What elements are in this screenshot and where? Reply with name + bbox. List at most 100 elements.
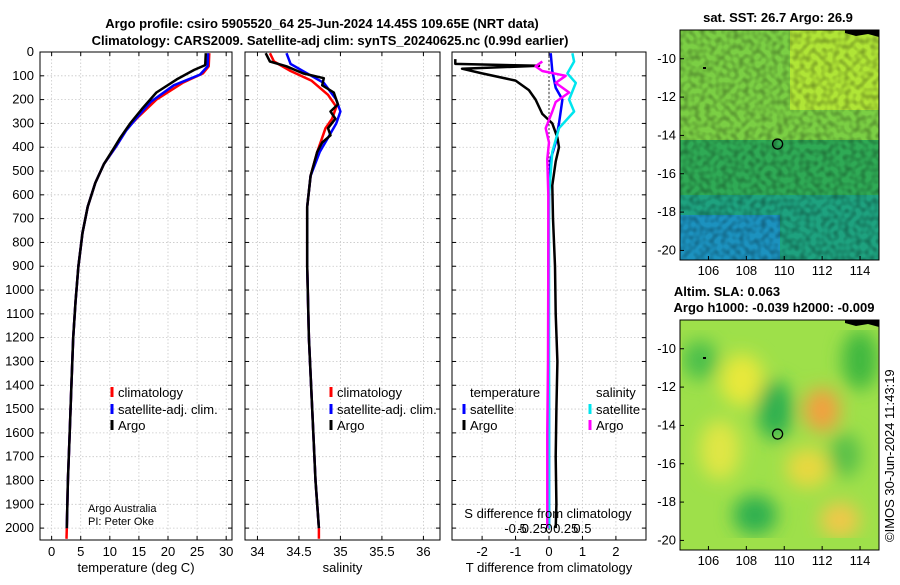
map-y-tick-label: -18 [657, 494, 676, 509]
coastline [845, 320, 879, 327]
y-tick-label: 1300 [5, 353, 34, 368]
y-tick-label: 800 [12, 234, 34, 249]
x-tick-label: 0 [545, 544, 552, 559]
map-x-tick-label: 108 [735, 263, 757, 278]
imos-timestamp: ©IMOS 30-Jun-2024 11:43:19 [882, 369, 897, 542]
series-line-climatology [65, 53, 211, 539]
legend-label-satellite: satellite-adj. clim. [118, 402, 218, 417]
map-y-tick-label: -12 [657, 379, 676, 394]
x-tick-label: 35 [333, 544, 347, 559]
legend-label-satellite: satellite-adj. clim. [337, 402, 437, 417]
series-line-temperature-argo [454, 59, 561, 529]
legend-label-argo: Argo [118, 418, 145, 433]
s-tick-label: -0.5 [504, 521, 526, 536]
y-tick-label: 1000 [5, 282, 34, 297]
y-tick-label: 0 [27, 44, 34, 59]
title-line-2: Climatology: CARS2009. Satellite-adj cli… [92, 33, 569, 48]
sla-map-image [680, 320, 879, 550]
legend-group-temperature: temperature [470, 385, 540, 400]
island [703, 67, 706, 69]
legend-group-salinity: salinity [596, 385, 636, 400]
x-axis-label: temperature (deg C) [77, 560, 194, 575]
map-x-tick-label: 108 [735, 553, 757, 568]
map-x-tick-label: 114 [850, 263, 871, 278]
s-tick-label: 0.25 [553, 521, 578, 536]
map-y-tick-label: -16 [657, 456, 676, 471]
plot-frame [244, 51, 441, 541]
x-tick-label: 5 [77, 544, 84, 559]
legend-label-climatology: climatology [118, 385, 184, 400]
y-tick-label: 600 [12, 187, 34, 202]
x-tick-label: 15 [132, 544, 146, 559]
y-tick-label: 1800 [5, 472, 34, 487]
x-tick-label: -2 [476, 544, 488, 559]
temperature-profile-plot: 0100200300400500600700800900100011001200… [5, 44, 233, 575]
y-tick-label: 2000 [5, 520, 34, 535]
y-tick-label: 400 [12, 139, 34, 154]
map-y-tick-label: -16 [657, 166, 676, 181]
y-tick-label: 1600 [5, 425, 34, 440]
s-difference-label: S difference from climatology [464, 506, 632, 521]
legend-label-sal-argo: Argo [596, 418, 623, 433]
map-x-tick-label: 110 [774, 263, 795, 278]
sst-map-axes: 106 108 110 112 114 -10 -12 -14 -16 -18 -20 [657, 51, 870, 278]
temperature-legend: climatology satellite-adj. clim. Argo [110, 385, 218, 433]
x-tick-label: 34 [250, 544, 264, 559]
y-tick-label: 500 [12, 163, 34, 178]
difference-legend: temperature salinity satellite Argo sate… [462, 385, 640, 433]
y-tick-label: 900 [12, 258, 34, 273]
s-tick-label: -0.25 [517, 521, 547, 536]
sst-argo-position-marker [771, 138, 784, 150]
x-axis-label: T difference from climatology [466, 560, 633, 575]
map-x-tick-label: 114 [850, 553, 871, 568]
x-tick-label: 30 [219, 544, 233, 559]
y-tick-label: 200 [12, 92, 34, 107]
map-y-tick-label: -18 [657, 204, 676, 219]
x-tick-label: 2 [612, 544, 619, 559]
series-line-argo [65, 53, 208, 529]
legend-label-sal-satellite: satellite [596, 402, 640, 417]
series-line-satellite-adj-clim- [65, 53, 210, 529]
credit-pi: PI: Peter Oke [88, 516, 154, 528]
map-x-tick-label: 110 [774, 553, 795, 568]
x-tick-label: 35.5 [369, 544, 394, 559]
y-tick-label: 1700 [5, 449, 34, 464]
x-tick-label: 10 [103, 544, 117, 559]
legend-label-argo: Argo [337, 418, 364, 433]
y-tick-label: 1100 [6, 306, 34, 321]
map-y-tick-label: -12 [657, 89, 676, 104]
s-difference-ticks: -0.5-0.250 0.250.5 [504, 521, 591, 536]
map-y-tick-label: -20 [657, 242, 676, 257]
sla-map-subtitle: Argo h1000: -0.039 h2000: -0.009 [674, 300, 875, 315]
y-tick-label: 1500 [5, 401, 34, 416]
x-tick-label: 36 [416, 544, 430, 559]
map-y-tick-label: -20 [657, 532, 676, 547]
map-x-tick-label: 106 [698, 553, 720, 568]
y-tick-label: 1900 [5, 496, 34, 511]
s-tick-label: 0 [545, 521, 552, 536]
map-y-tick-label: -10 [657, 51, 676, 66]
map-y-tick-label: -14 [657, 417, 676, 432]
coastline [845, 30, 879, 37]
salinity-profile-plot: 34 34.5 35 35.5 36 salinity [244, 51, 441, 575]
salinity-legend: climatology satellite-adj. clim. Argo [329, 385, 437, 433]
sst-map-image [680, 30, 879, 260]
series-line-climatology [268, 52, 338, 539]
sla-map-axes: 106 108 110 112 114 -10 -12 -14 -16 -18 -20 [657, 341, 870, 568]
legend-label-temp-satellite: satellite [470, 402, 514, 417]
y-tick-label: 1200 [5, 330, 34, 345]
plot-frame [39, 51, 233, 541]
x-tick-label: -1 [510, 544, 522, 559]
sst-map-frame [679, 29, 880, 261]
map-y-tick-label: -14 [657, 127, 676, 142]
legend-label-climatology: climatology [337, 385, 403, 400]
legend-label-temp-argo: Argo [470, 418, 497, 433]
credit-org: Argo Australia [88, 503, 157, 515]
island [703, 357, 706, 359]
x-tick-label: 20 [161, 544, 175, 559]
sla-map-title: Altim. SLA: 0.063 [674, 284, 780, 299]
x-axis-label: salinity [323, 560, 363, 575]
x-tick-label: 1 [579, 544, 586, 559]
y-tick-label: 700 [12, 211, 34, 226]
